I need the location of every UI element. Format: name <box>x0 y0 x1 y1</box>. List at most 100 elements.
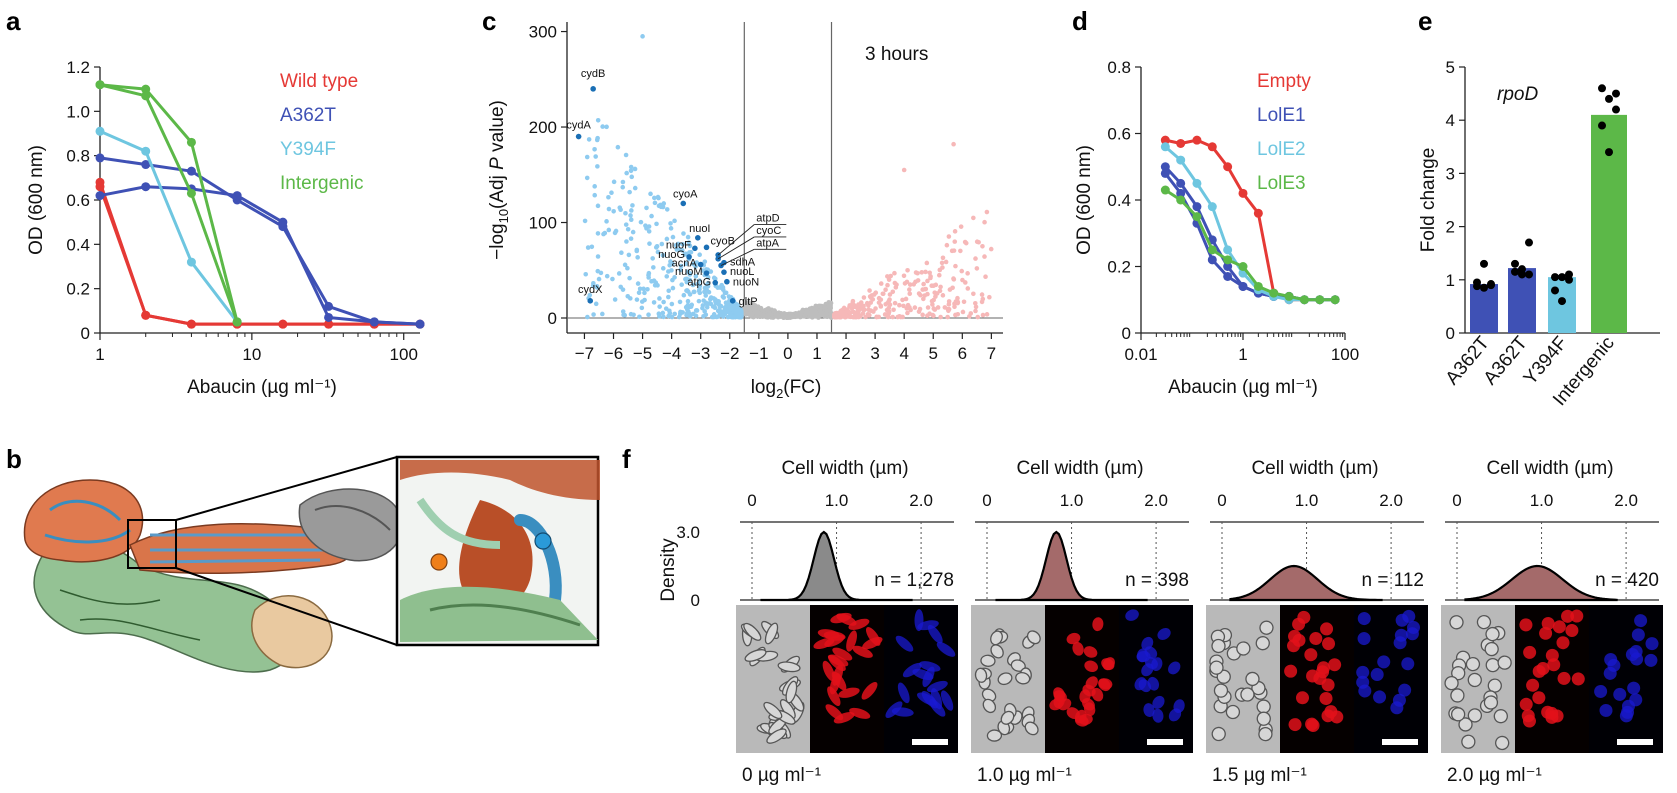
panel-d-point <box>1238 281 1248 291</box>
panel-letter-a: a <box>6 6 21 36</box>
panel-c-down-point <box>595 254 601 259</box>
panel-e-point <box>1525 238 1533 247</box>
panel-a-point <box>186 257 196 267</box>
panel-c-down-point <box>677 299 683 305</box>
panel-c-ns-point <box>743 300 749 306</box>
panel-f-cell-outline <box>982 698 997 714</box>
legend-lole3: LolE3 <box>1257 173 1306 194</box>
panel-c-down-point <box>711 275 717 281</box>
panel-d-point <box>1160 142 1170 152</box>
panel-d-point <box>1160 135 1170 145</box>
panel-c-up-point <box>933 282 939 288</box>
panel-c-down-point <box>593 301 599 307</box>
panel-f-red-cell <box>1570 609 1584 623</box>
panel-c-gene-label: nuoF <box>666 239 691 251</box>
panel-d-point <box>1207 255 1217 265</box>
panel-c-down-point <box>612 297 618 302</box>
panel-c-down-point <box>683 261 689 267</box>
panel-d-point <box>1192 178 1202 188</box>
panel-c-up-point <box>973 304 979 310</box>
panel-f-cell-outline <box>766 728 787 744</box>
panel-c-down-point <box>664 236 670 242</box>
panel-f-red-cell <box>1085 676 1098 690</box>
panel-c-down-point <box>649 213 654 219</box>
panel-f-red-cell <box>1322 637 1336 651</box>
panel-c-down-point <box>659 241 665 247</box>
panel-c-ns-point <box>775 312 781 317</box>
panel-c-up-point <box>839 308 845 313</box>
panel-c-down-point <box>623 152 629 158</box>
panel-c-gene-label: sdhA <box>730 257 756 269</box>
panel-a-point <box>232 191 242 201</box>
panel-f-red-cell <box>1536 662 1550 676</box>
panel-c-up-point <box>862 307 867 312</box>
panel-c-ns-point <box>808 312 814 317</box>
panel-c-down-point <box>661 314 666 320</box>
panel-c-up-point <box>973 256 978 261</box>
panel-c-gene-label: nuoG <box>658 249 685 261</box>
panel-c-up-point <box>901 303 906 309</box>
panel-c-up-point <box>952 301 957 307</box>
panel-f-dose-label: 0 µg ml⁻¹ <box>742 765 821 786</box>
panel-c-down-point <box>697 252 702 258</box>
panel-f-cell-outline <box>1236 641 1251 656</box>
panel-f-red-cell <box>1519 697 1533 711</box>
panel-c-down-point <box>716 308 722 313</box>
panel-f-xtick-label: 0 <box>1217 491 1226 510</box>
panel-c-gene-label: nuoI <box>689 223 710 235</box>
panel-f-cell-outline <box>1483 695 1499 710</box>
panel-c-up-point <box>971 215 976 221</box>
panel-a-point <box>95 191 105 201</box>
panel-f-density-curve <box>1464 564 1618 602</box>
panel-c-up-point <box>940 265 945 270</box>
panel-c-down-point <box>635 255 640 260</box>
panel-letter-e: e <box>1418 6 1432 36</box>
panel-f-blue-cell <box>1613 687 1627 701</box>
panel-c-up-point <box>979 292 985 297</box>
panel-a-series <box>95 80 425 329</box>
panel-d-ytick-label: 0.8 <box>1107 58 1131 77</box>
panel-c-down-point <box>700 303 706 308</box>
panel-c-down-point <box>694 308 700 313</box>
panel-c-up-point <box>900 297 905 303</box>
panel-c-up-point <box>882 312 888 317</box>
panel-f-xtick-label: 2.0 <box>909 491 933 510</box>
panel-c-up-point <box>892 270 897 276</box>
panel-f-red-cell <box>831 671 847 691</box>
panel-d-point <box>1238 188 1248 198</box>
panel-c-down-point <box>724 302 730 308</box>
panel-a-point <box>141 182 151 192</box>
panel-c-down-point <box>646 229 652 234</box>
panel-c-up-point <box>927 270 932 276</box>
panel-letter-b: b <box>6 444 22 474</box>
panel-c-up-point <box>918 292 923 298</box>
panel-c-up-point <box>938 314 943 320</box>
panel-f-dose-label: 2.0 µg ml⁻¹ <box>1447 765 1542 786</box>
panel-letter-f: f <box>622 444 631 474</box>
panel-d-point <box>1160 185 1170 195</box>
panel-c-down-point <box>681 231 686 236</box>
panel-d-ylabel: OD (600 nm) <box>1074 145 1095 255</box>
panel-a-point <box>369 317 379 327</box>
panel-c-up-point <box>886 277 892 282</box>
panel-c-up-point <box>907 282 913 287</box>
panel-c-labeled-point <box>686 254 692 260</box>
panel-a-point <box>324 312 334 322</box>
panel-c-up-point <box>861 303 866 309</box>
panel-c-down-point <box>627 275 632 281</box>
panel-c-annotation: 3 hours <box>865 44 928 65</box>
panel-c-down-point <box>728 311 733 317</box>
panel-c-up-point <box>920 312 925 318</box>
panel-c-down-point <box>592 192 598 198</box>
panel-c-down-point <box>635 281 641 286</box>
panel-c-labeled-point <box>721 269 727 275</box>
panel-c-gene-label: atpA <box>756 237 779 249</box>
panel-e-bar <box>1508 268 1536 333</box>
panel-c-down-point <box>628 164 634 170</box>
panel-f-blue-cell <box>1390 701 1404 715</box>
panel-e-point <box>1480 259 1488 268</box>
panel-a-xtick-label: 10 <box>242 345 261 364</box>
panel-a-point <box>95 126 105 136</box>
panel-c-down-point <box>722 290 728 296</box>
panel-c-ns-point <box>817 303 823 309</box>
